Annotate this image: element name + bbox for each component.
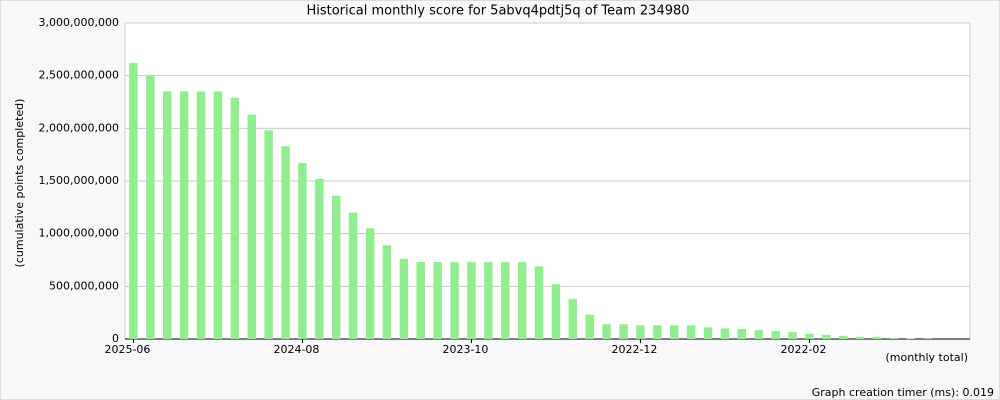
bar (196, 91, 206, 339)
bar (365, 228, 375, 339)
bar (754, 330, 763, 339)
bar (382, 245, 392, 339)
bar (450, 262, 459, 339)
bar (315, 178, 324, 339)
bar (179, 91, 189, 339)
bar (619, 324, 628, 339)
bar (230, 97, 240, 339)
x-tick-label: 2022-02 (780, 343, 826, 356)
bar (788, 332, 797, 339)
y-tick-label: 2,500,000,000 (39, 69, 119, 82)
y-tick-label: 1,500,000,000 (39, 174, 119, 187)
bar (416, 262, 425, 339)
bar (501, 262, 510, 339)
bar (247, 114, 256, 339)
bar (686, 325, 696, 339)
bar (585, 314, 594, 339)
bar (399, 258, 409, 339)
bar (348, 212, 358, 339)
x-tick-label: 2025-06 (104, 343, 150, 356)
bar (602, 324, 611, 339)
bar (264, 130, 273, 339)
bar (433, 262, 442, 339)
bar (298, 163, 307, 339)
bar (720, 328, 730, 339)
bar (129, 63, 138, 339)
bar (805, 333, 814, 339)
bar (839, 335, 848, 339)
bar (771, 331, 780, 339)
bar (534, 266, 544, 339)
bar (213, 91, 223, 339)
bar (737, 328, 747, 339)
y-axis-label: (cumulative points completed) (13, 99, 26, 268)
bar (281, 146, 290, 339)
y-tick-label: 0 (112, 332, 119, 345)
bar (906, 338, 916, 339)
bar (163, 91, 172, 339)
y-tick-label: 1,000,000,000 (39, 227, 119, 240)
bar (146, 75, 155, 340)
bar (855, 336, 865, 339)
x-tick-label: 2023-10 (442, 343, 488, 356)
bar (517, 262, 527, 339)
bar (670, 325, 679, 339)
bar (568, 298, 578, 339)
bar (872, 336, 882, 339)
bar (551, 284, 561, 339)
bar (332, 195, 341, 339)
bar (653, 325, 662, 339)
bar (889, 337, 899, 339)
x-tick-label: 2022-12 (611, 343, 657, 356)
bar (822, 334, 831, 339)
y-tick-label: 3,000,000,000 (39, 16, 119, 29)
bar (636, 325, 645, 339)
y-tick-label: 2,000,000,000 (39, 121, 119, 134)
chart-title: Historical monthly score for 5abvq4pdtj5… (306, 4, 689, 19)
bar (703, 327, 713, 339)
footer: Graph creation timer (ms): 0.019 (812, 386, 994, 399)
x-axis-label: (monthly total) (886, 351, 969, 364)
bar (467, 262, 476, 339)
bar (484, 262, 493, 339)
y-tick-label: 500,000,000 (49, 279, 119, 292)
x-tick-label: 2024-08 (273, 343, 319, 356)
